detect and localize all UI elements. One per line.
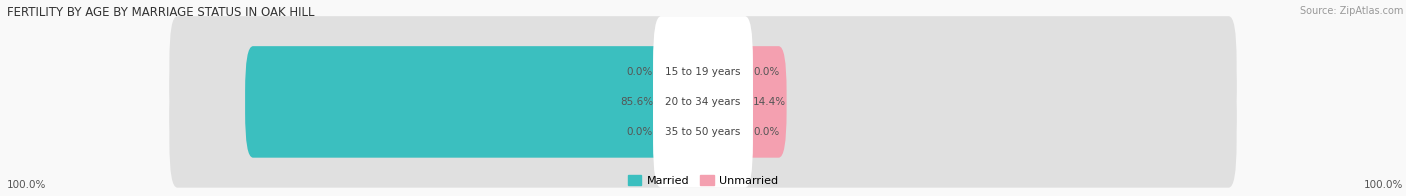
FancyBboxPatch shape (169, 46, 1237, 158)
FancyBboxPatch shape (652, 46, 754, 158)
Text: 14.4%: 14.4% (754, 97, 786, 107)
FancyBboxPatch shape (169, 16, 1237, 128)
Text: 0.0%: 0.0% (754, 127, 779, 137)
Text: 15 to 19 years: 15 to 19 years (665, 67, 741, 77)
FancyBboxPatch shape (652, 16, 754, 128)
Text: 20 to 34 years: 20 to 34 years (665, 97, 741, 107)
Text: 85.6%: 85.6% (620, 97, 652, 107)
Text: 100.0%: 100.0% (1364, 180, 1403, 190)
FancyBboxPatch shape (169, 76, 1237, 188)
Text: 100.0%: 100.0% (7, 180, 46, 190)
Text: Source: ZipAtlas.com: Source: ZipAtlas.com (1299, 6, 1403, 16)
FancyBboxPatch shape (245, 46, 711, 158)
Text: 0.0%: 0.0% (754, 67, 779, 77)
FancyBboxPatch shape (695, 46, 786, 158)
Text: FERTILITY BY AGE BY MARRIAGE STATUS IN OAK HILL: FERTILITY BY AGE BY MARRIAGE STATUS IN O… (7, 6, 315, 19)
Legend: Married, Unmarried: Married, Unmarried (623, 171, 783, 191)
Text: 35 to 50 years: 35 to 50 years (665, 127, 741, 137)
FancyBboxPatch shape (652, 76, 754, 188)
Text: 0.0%: 0.0% (627, 67, 652, 77)
Text: 0.0%: 0.0% (627, 127, 652, 137)
